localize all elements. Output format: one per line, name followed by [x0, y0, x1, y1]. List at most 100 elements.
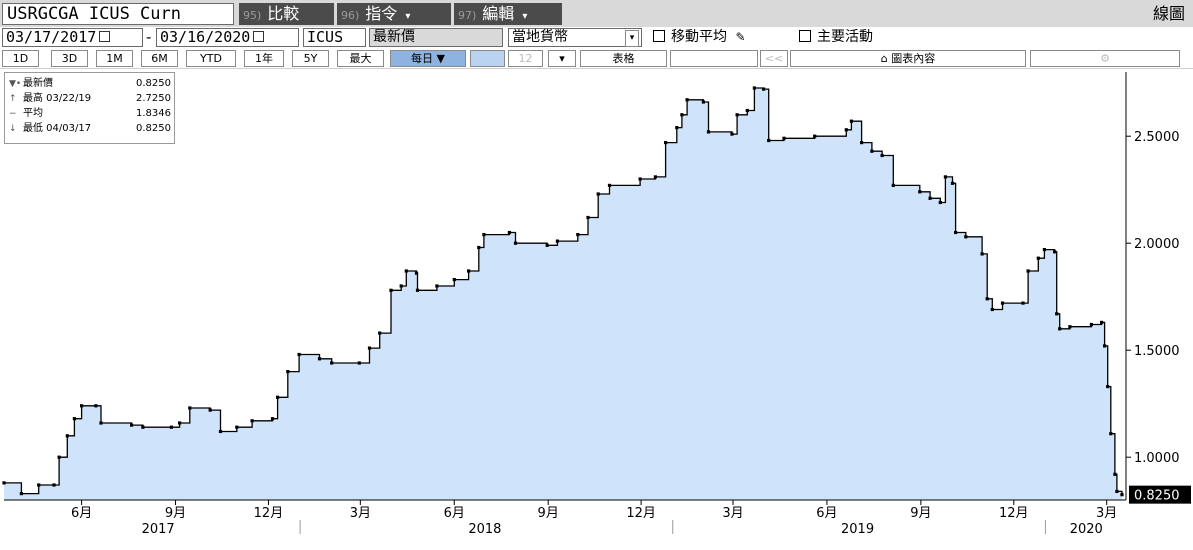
- data-point: [507, 230, 511, 235]
- data-point: [752, 86, 756, 90]
- key-events-toggle[interactable]: 主要活動: [799, 29, 873, 46]
- x-tick-label: 12月: [999, 506, 1029, 521]
- source-field[interactable]: ICUS: [303, 28, 366, 47]
- price-field-select[interactable]: 最新價: [369, 28, 503, 47]
- dropdown-icon[interactable]: ▾: [625, 30, 639, 47]
- menu-label: 編輯: [482, 4, 515, 23]
- frequency-number[interactable]: 12: [508, 50, 543, 67]
- data-point: [130, 423, 134, 427]
- data-point: [1103, 344, 1107, 348]
- data-point: [980, 252, 984, 256]
- data-point: [735, 113, 739, 117]
- period-ytd-button[interactable]: YTD: [186, 50, 236, 67]
- data-point: [943, 175, 947, 179]
- data-point: [1053, 250, 1057, 254]
- data-point: [57, 455, 61, 459]
- data-point: [52, 483, 56, 487]
- data-point: [235, 425, 239, 429]
- data-point: [844, 128, 848, 132]
- data-point: [1115, 489, 1119, 493]
- data-point: [1106, 385, 1110, 389]
- date-separator: -: [146, 28, 152, 46]
- start-date-field[interactable]: 03/17/2017: [2, 28, 143, 47]
- chart-legend: ▼• 最新價 0.8250 ↑ 最高 03/22/19 2.7250 − 平均 1.8346…: [4, 72, 175, 144]
- last-value-badge: [1129, 485, 1191, 504]
- data-point: [1042, 248, 1046, 252]
- toolbar-periods: 1D 3D 1M 6M YTD 1年 5Y 最大 每日 ▼ 12 ▾ 表格 <<…: [0, 48, 1193, 69]
- data-point: [37, 483, 41, 487]
- data-point: [378, 331, 382, 335]
- period-6m-button[interactable]: 6M: [141, 50, 178, 67]
- series-line: [4, 87, 1123, 495]
- moving-average-toggle[interactable]: 移動平均 ✎: [653, 29, 746, 46]
- data-point: [178, 421, 182, 425]
- data-point: [367, 346, 372, 350]
- x-tick-label: 6月: [816, 506, 837, 521]
- end-date-field[interactable]: 03/16/2020: [156, 28, 299, 47]
- ticker-input[interactable]: USRGCGA ICUS Curn: [2, 3, 234, 25]
- data-point: [1000, 301, 1005, 305]
- data-point: [1058, 327, 1062, 331]
- collapse-button[interactable]: <<: [760, 50, 788, 67]
- data-point: [985, 297, 989, 301]
- calendar-icon[interactable]: [253, 31, 265, 42]
- table-button[interactable]: 表格: [580, 50, 667, 67]
- x-tick-label: 9月: [910, 506, 931, 521]
- data-point: [65, 434, 69, 438]
- legend-row-low: ↓ 最低 04/03/17 0.8250: [9, 122, 171, 136]
- data-point: [99, 421, 103, 425]
- data-point: [94, 404, 98, 408]
- period-1m-button[interactable]: 1M: [96, 50, 133, 67]
- start-date-value: 03/17/2017: [6, 28, 97, 46]
- period-max-button[interactable]: 最大: [337, 50, 384, 67]
- data-point: [928, 196, 932, 200]
- y-tick-label: 1.5000: [1134, 344, 1180, 359]
- compare-menu[interactable]: 95) 比較: [239, 3, 334, 25]
- period-1y-button[interactable]: 1年: [244, 50, 284, 67]
- legend-marker: ↑: [9, 94, 17, 104]
- x-tick-label: 6月: [71, 506, 92, 521]
- toolbar-blank-button[interactable]: [670, 50, 758, 67]
- data-point: [767, 138, 771, 143]
- frequency-dropdown[interactable]: ▾: [548, 50, 576, 67]
- chart-content-button[interactable]: ⌂ 圖表內容: [790, 50, 1026, 67]
- currency-select[interactable]: 當地貨幣 ▾: [508, 28, 642, 47]
- period-1d-button[interactable]: 1D: [2, 50, 39, 67]
- data-point: [286, 370, 290, 374]
- data-point: [169, 425, 173, 429]
- data-point: [918, 190, 922, 194]
- data-point: [675, 126, 679, 130]
- data-point: [680, 113, 684, 117]
- frequency-select[interactable]: 每日 ▼: [390, 50, 466, 67]
- settings-button[interactable]: ⚙: [1030, 50, 1180, 67]
- data-point: [270, 417, 275, 421]
- data-point: [745, 108, 749, 113]
- data-point: [730, 132, 734, 136]
- data-point: [330, 361, 334, 365]
- data-point: [276, 395, 280, 399]
- checkbox-icon[interactable]: [653, 30, 665, 42]
- period-5y-button[interactable]: 5Y: [292, 50, 329, 67]
- data-point: [596, 192, 600, 196]
- x-year-label: 2017: [142, 522, 175, 537]
- gear-icon: ⚙: [1100, 52, 1110, 65]
- x-year-label: 2020: [1070, 522, 1103, 537]
- pencil-icon[interactable]: ✎: [735, 30, 746, 44]
- data-point: [415, 288, 420, 292]
- x-tick-label: 9月: [165, 506, 186, 521]
- chart-type-label[interactable]: 線圖: [1152, 4, 1185, 23]
- x-tick-label: 3月: [350, 506, 371, 521]
- actions-menu[interactable]: 96) 指令 ▾: [337, 3, 451, 25]
- checkbox-icon[interactable]: [799, 30, 811, 42]
- calendar-icon[interactable]: [99, 31, 111, 42]
- legend-row-high: ↑ 最高 03/22/19 2.7250: [9, 92, 171, 106]
- period-3d-button[interactable]: 3D: [51, 50, 88, 67]
- edit-menu[interactable]: 97) 編輯 ▾: [454, 3, 562, 25]
- legend-marker: ▼•: [9, 79, 22, 89]
- data-point: [701, 100, 705, 104]
- data-point: [357, 361, 361, 365]
- legend-value: 1.8346: [136, 108, 171, 119]
- data-point: [880, 153, 884, 158]
- end-date-value: 03/16/2020: [160, 28, 251, 46]
